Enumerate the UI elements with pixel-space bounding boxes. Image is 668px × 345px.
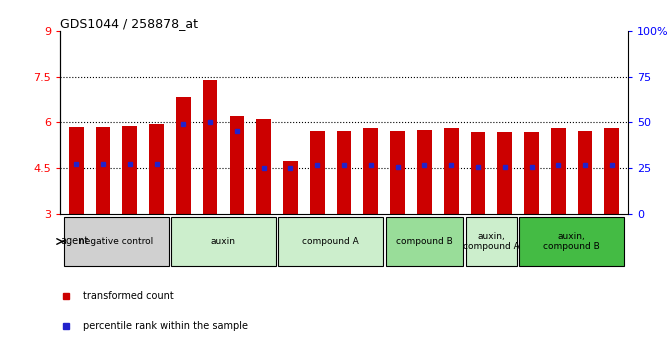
Bar [69, 127, 84, 214]
Bar [605, 128, 619, 214]
Bar [417, 130, 432, 214]
Bar [390, 131, 405, 214]
Bar [578, 131, 593, 214]
Bar [337, 131, 351, 214]
Bar [257, 119, 271, 214]
Text: auxin: auxin [211, 237, 236, 246]
Bar [283, 160, 298, 214]
Bar [203, 80, 218, 214]
Bar [310, 131, 325, 214]
Bar [279, 217, 383, 266]
Bar [171, 217, 276, 266]
Text: auxin,
compound B: auxin, compound B [543, 232, 600, 251]
Text: percentile rank within the sample: percentile rank within the sample [83, 321, 248, 331]
Text: auxin,
compound A: auxin, compound A [463, 232, 520, 251]
Bar [470, 132, 485, 214]
Bar [466, 217, 517, 266]
Text: negative control: negative control [79, 237, 154, 246]
Text: compound B: compound B [396, 237, 453, 246]
Bar [64, 217, 168, 266]
Bar [385, 217, 463, 266]
Bar [363, 128, 378, 214]
Bar [444, 128, 458, 214]
Bar [498, 132, 512, 214]
Text: GDS1044 / 258878_at: GDS1044 / 258878_at [60, 17, 198, 30]
Text: transformed count: transformed count [83, 291, 174, 300]
Bar [149, 124, 164, 214]
Bar [176, 97, 190, 214]
Bar [551, 128, 566, 214]
Bar [96, 127, 110, 214]
Text: compound A: compound A [302, 237, 359, 246]
Text: agent: agent [61, 237, 89, 246]
Bar [122, 126, 137, 214]
Bar [520, 217, 624, 266]
Bar [230, 116, 244, 214]
Bar [524, 132, 539, 214]
